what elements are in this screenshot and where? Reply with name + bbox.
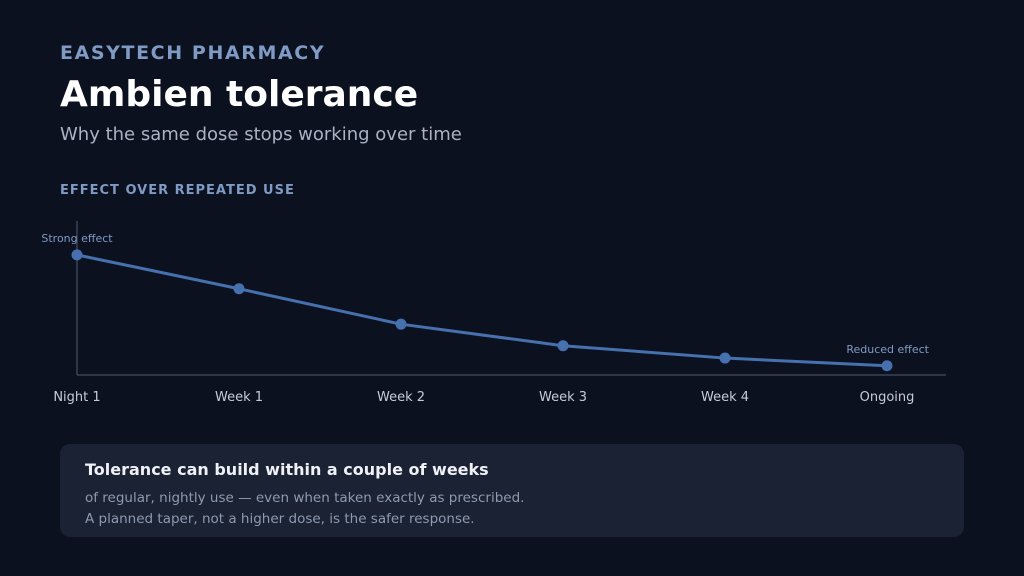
- data-point-5: [881, 360, 893, 372]
- x-tick-label-2: Week 2: [377, 390, 425, 405]
- callout-line-2: A planned taper, not a higher dose, is t…: [85, 511, 475, 527]
- annotation-1: Reduced effect: [846, 343, 929, 356]
- data-point-1: [233, 283, 245, 295]
- page-title: Ambien tolerance: [60, 74, 419, 115]
- chart-section-label: EFFECT OVER REPEATED USE: [60, 183, 295, 198]
- brand-name: EASYTECH PHARMACY: [60, 42, 326, 64]
- callout-panel: Tolerance can build within a couple of w…: [60, 444, 964, 537]
- page-subtitle: Why the same dose stops working over tim…: [60, 124, 462, 145]
- x-tick-label-4: Week 4: [701, 390, 749, 405]
- x-tick-label-3: Week 3: [539, 390, 587, 405]
- x-tick-label-5: Ongoing: [860, 390, 915, 405]
- callout-line-1: of regular, nightly use — even when take…: [85, 490, 525, 506]
- x-tick-label-1: Week 1: [215, 390, 263, 405]
- annotation-0: Strong effect: [41, 232, 113, 245]
- data-point-4: [719, 352, 731, 364]
- x-tick-label-0: Night 1: [53, 390, 100, 405]
- data-point-3: [557, 340, 569, 352]
- callout-heading: Tolerance can build within a couple of w…: [85, 460, 489, 479]
- data-point-0: [71, 249, 83, 261]
- data-point-2: [395, 318, 407, 330]
- series-line-0: [75, 253, 889, 368]
